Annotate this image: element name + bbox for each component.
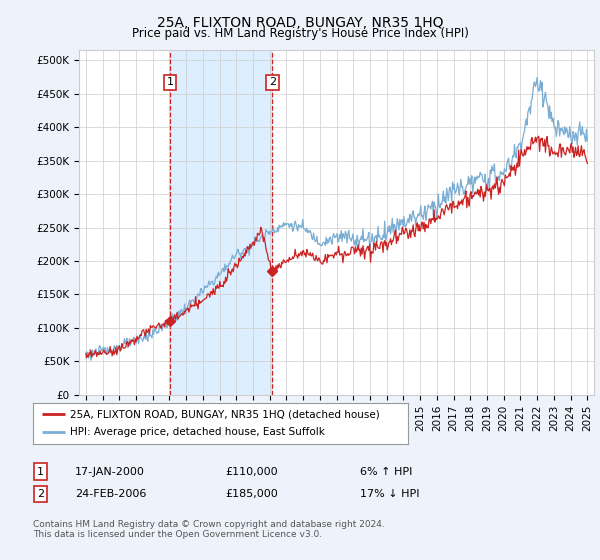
Text: 24-FEB-2006: 24-FEB-2006	[75, 489, 146, 499]
Bar	[170, 50, 272, 395]
Text: Price paid vs. HM Land Registry's House Price Index (HPI): Price paid vs. HM Land Registry's House …	[131, 27, 469, 40]
Text: 17% ↓ HPI: 17% ↓ HPI	[360, 489, 419, 499]
Text: 25A, FLIXTON ROAD, BUNGAY, NR35 1HQ (detached house): 25A, FLIXTON ROAD, BUNGAY, NR35 1HQ (det…	[71, 409, 380, 419]
Text: 1: 1	[167, 77, 173, 87]
Text: £185,000: £185,000	[225, 489, 278, 499]
Text: 25A, FLIXTON ROAD, BUNGAY, NR35 1HQ: 25A, FLIXTON ROAD, BUNGAY, NR35 1HQ	[157, 16, 443, 30]
Text: HPI: Average price, detached house, East Suffolk: HPI: Average price, detached house, East…	[71, 427, 325, 437]
Text: 1: 1	[37, 466, 44, 477]
Text: 2: 2	[269, 77, 276, 87]
Text: Contains HM Land Registry data © Crown copyright and database right 2024.
This d: Contains HM Land Registry data © Crown c…	[33, 520, 385, 539]
Text: 2: 2	[37, 489, 44, 499]
Text: £110,000: £110,000	[225, 466, 278, 477]
Text: 17-JAN-2000: 17-JAN-2000	[75, 466, 145, 477]
Text: 6% ↑ HPI: 6% ↑ HPI	[360, 466, 412, 477]
